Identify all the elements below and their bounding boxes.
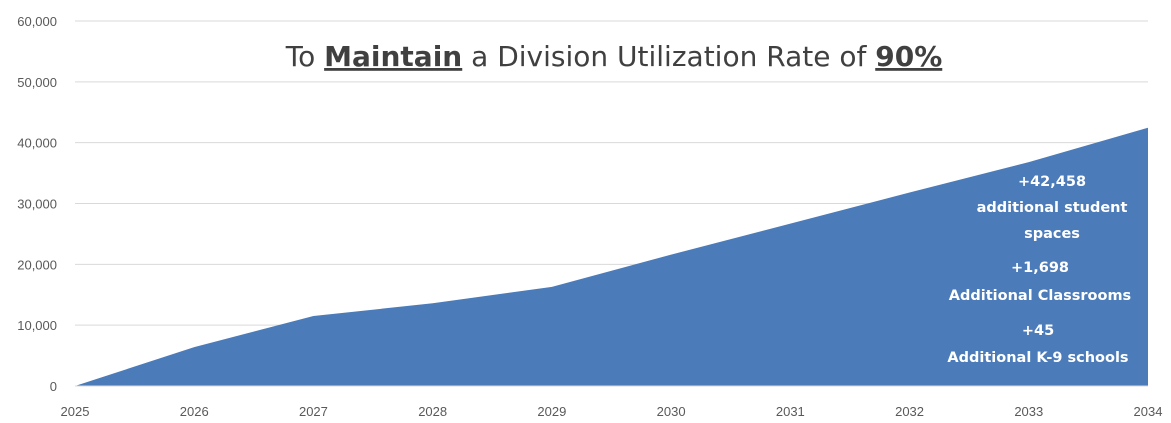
annotation-line: Additional K-9 schools bbox=[947, 350, 1128, 366]
x-axis-ticks: 2025 2026 2027 2028 2029 2030 2031 2032 2033 2034 bbox=[61, 404, 1163, 419]
y-tick-label: 40,000 bbox=[17, 136, 57, 151]
title-middle: a Division Utilization Rate of bbox=[462, 40, 875, 73]
title-prefix: To bbox=[285, 40, 324, 73]
annotation-line: Additional Classrooms bbox=[949, 288, 1131, 304]
annotation-student-spaces: +42,458 additional student spaces bbox=[977, 174, 1128, 242]
y-axis-ticks: 0 10,000 20,000 30,000 40,000 50,000 60,000 bbox=[17, 14, 57, 394]
chart-title: To Maintain a Division Utilization Rate … bbox=[285, 40, 943, 73]
x-tick-label: 2030 bbox=[657, 404, 686, 419]
x-tick-label: 2031 bbox=[776, 404, 805, 419]
annotation-classrooms: +1,698 Additional Classrooms bbox=[949, 260, 1131, 304]
x-tick-label: 2026 bbox=[180, 404, 209, 419]
annotation-line: +45 bbox=[1022, 323, 1054, 339]
y-tick-label: 60,000 bbox=[17, 14, 57, 29]
x-tick-label: 2033 bbox=[1014, 404, 1043, 419]
title-emphasis-maintain: Maintain bbox=[324, 40, 462, 73]
y-tick-label: 30,000 bbox=[17, 197, 57, 212]
annotation-line: +1,698 bbox=[1011, 260, 1069, 276]
annotation-schools: +45 Additional K-9 schools bbox=[947, 323, 1128, 366]
y-tick-label: 20,000 bbox=[17, 257, 57, 272]
annotation-line: additional student bbox=[977, 200, 1128, 216]
x-tick-label: 2027 bbox=[299, 404, 328, 419]
y-tick-label: 10,000 bbox=[17, 318, 57, 333]
x-tick-label: 2029 bbox=[537, 404, 566, 419]
area-series bbox=[75, 127, 1148, 386]
x-tick-label: 2025 bbox=[61, 404, 90, 419]
annotation-line: spaces bbox=[1024, 226, 1080, 242]
y-tick-label: 50,000 bbox=[17, 75, 57, 90]
x-tick-label: 2028 bbox=[418, 404, 447, 419]
x-tick-label: 2034 bbox=[1134, 404, 1163, 419]
title-emphasis-rate: 90% bbox=[875, 40, 942, 73]
y-tick-label: 0 bbox=[50, 379, 57, 394]
x-tick-label: 2032 bbox=[895, 404, 924, 419]
annotation-line: +42,458 bbox=[1018, 174, 1086, 190]
